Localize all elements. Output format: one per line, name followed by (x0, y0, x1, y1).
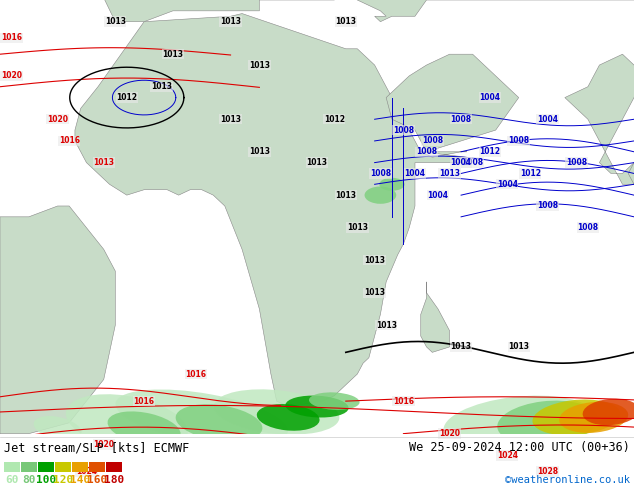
FancyBboxPatch shape (38, 462, 54, 472)
Text: 1020: 1020 (439, 429, 460, 438)
Text: 1012: 1012 (520, 169, 541, 178)
Text: 1028: 1028 (537, 467, 558, 476)
Text: 1013: 1013 (451, 343, 472, 351)
Text: 1008: 1008 (578, 223, 598, 232)
Ellipse shape (379, 178, 404, 191)
Text: 1013: 1013 (249, 61, 270, 70)
Text: 1013: 1013 (93, 158, 114, 167)
Text: 1013: 1013 (220, 115, 241, 124)
Ellipse shape (444, 395, 594, 450)
Ellipse shape (176, 404, 262, 441)
Text: 1008: 1008 (566, 158, 587, 167)
Text: 1004: 1004 (479, 93, 500, 102)
Text: 1013: 1013 (105, 17, 126, 26)
Text: 1013: 1013 (439, 169, 460, 178)
Text: 180: 180 (104, 475, 124, 485)
Polygon shape (0, 0, 634, 22)
Text: 1016: 1016 (59, 136, 80, 146)
FancyBboxPatch shape (89, 462, 105, 472)
Text: 1012: 1012 (479, 147, 500, 156)
Ellipse shape (66, 394, 188, 451)
Polygon shape (75, 14, 467, 407)
Polygon shape (0, 206, 115, 434)
Text: 1024: 1024 (76, 467, 97, 476)
Text: 1024: 1024 (496, 451, 518, 460)
Text: 1013: 1013 (335, 191, 356, 199)
Ellipse shape (257, 404, 320, 431)
Text: 1020: 1020 (1, 72, 22, 80)
Text: 1004: 1004 (451, 158, 472, 167)
Text: 1008: 1008 (537, 201, 558, 211)
Text: Jet stream/SLP [kts] ECMWF: Jet stream/SLP [kts] ECMWF (4, 441, 190, 454)
Text: 1013: 1013 (249, 147, 270, 156)
Ellipse shape (309, 392, 359, 410)
Text: 80: 80 (22, 475, 36, 485)
Text: 1004: 1004 (427, 191, 448, 199)
Text: 1008: 1008 (462, 158, 483, 167)
Ellipse shape (214, 390, 339, 435)
Text: 1008: 1008 (508, 136, 529, 146)
Ellipse shape (108, 412, 181, 445)
Text: 1013: 1013 (364, 256, 385, 265)
Text: ©weatheronline.co.uk: ©weatheronline.co.uk (505, 475, 630, 485)
FancyBboxPatch shape (55, 462, 71, 472)
Text: 1012: 1012 (116, 93, 138, 102)
Polygon shape (628, 163, 634, 184)
Text: 1013: 1013 (347, 223, 368, 232)
Text: 120: 120 (53, 475, 73, 485)
Ellipse shape (583, 399, 634, 425)
Text: 1013: 1013 (364, 288, 385, 297)
Ellipse shape (533, 399, 620, 435)
Text: 1008: 1008 (370, 169, 391, 178)
Polygon shape (565, 54, 634, 184)
Text: 60: 60 (5, 475, 19, 485)
Text: 1016: 1016 (186, 369, 207, 378)
Text: 1020: 1020 (93, 440, 114, 449)
Ellipse shape (559, 402, 628, 433)
Polygon shape (386, 54, 519, 152)
Ellipse shape (365, 187, 396, 204)
Text: 1013: 1013 (335, 17, 356, 26)
Text: 1016: 1016 (134, 396, 155, 406)
Text: 1020: 1020 (47, 115, 68, 124)
Ellipse shape (34, 416, 82, 441)
Polygon shape (421, 282, 450, 352)
Text: 1008: 1008 (416, 147, 437, 156)
Text: 1013: 1013 (220, 17, 241, 26)
Text: 1013: 1013 (508, 343, 529, 351)
Text: 1016: 1016 (1, 33, 22, 43)
Text: 1013: 1013 (376, 321, 397, 330)
FancyBboxPatch shape (4, 462, 20, 472)
Text: 1013: 1013 (306, 158, 328, 167)
Text: 1004: 1004 (537, 115, 558, 124)
Ellipse shape (285, 395, 349, 417)
Text: 140: 140 (70, 475, 90, 485)
Text: 1004: 1004 (496, 180, 518, 189)
Text: 1016: 1016 (393, 396, 414, 406)
Ellipse shape (115, 390, 288, 445)
Text: 1013: 1013 (151, 82, 172, 91)
Text: 160: 160 (87, 475, 107, 485)
Text: 1004: 1004 (404, 169, 425, 178)
Text: 100: 100 (36, 475, 56, 485)
Text: 1013: 1013 (162, 49, 183, 59)
Text: 1008: 1008 (393, 125, 414, 135)
Text: 1012: 1012 (324, 115, 345, 124)
Text: 1008: 1008 (422, 136, 443, 146)
Text: We 25-09-2024 12:00 UTC (00+36): We 25-09-2024 12:00 UTC (00+36) (409, 441, 630, 454)
FancyBboxPatch shape (21, 462, 37, 472)
Text: 1008: 1008 (451, 115, 472, 124)
Ellipse shape (497, 401, 598, 445)
FancyBboxPatch shape (72, 462, 88, 472)
FancyBboxPatch shape (106, 462, 122, 472)
